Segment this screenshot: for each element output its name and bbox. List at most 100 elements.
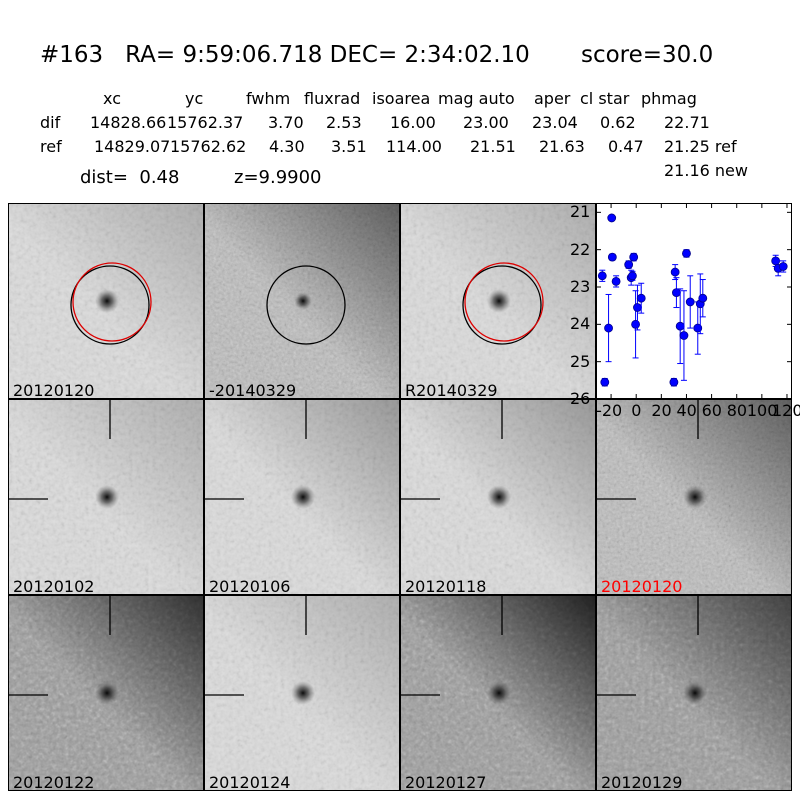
source-blob: [95, 681, 119, 705]
cutout-panel: 20120124: [204, 595, 400, 791]
source-blob: [487, 485, 511, 509]
col-yc: yc: [185, 89, 204, 108]
data-point: [685, 297, 695, 307]
col-cl-star: cl star: [580, 89, 630, 108]
light-curve-svg: [596, 203, 792, 400]
xtick-label: 120: [771, 401, 800, 420]
panel-date-label: 20120129: [601, 773, 683, 791]
panel-date-label: 20120122: [13, 773, 95, 791]
source-blob: [487, 681, 511, 705]
panel-date-label: 20120120: [13, 381, 95, 399]
dif-cl-star: 0.62: [600, 113, 636, 132]
col-xc: xc: [103, 89, 121, 108]
dif-fluxrad: 2.53: [326, 113, 362, 132]
dif-fwhm: 3.70: [268, 113, 304, 132]
xtick-label: -20: [596, 401, 623, 420]
panel-date-label: -20140329: [209, 381, 297, 399]
cutout-panel: 20120127: [400, 595, 596, 791]
ref-mag-auto: 21.51: [470, 137, 516, 156]
aperture-circle: [462, 265, 542, 345]
ytick-label: 24: [570, 314, 591, 334]
source-blob: [683, 681, 707, 705]
data-point: [672, 288, 681, 297]
ref-aper: 21.63: [539, 137, 585, 156]
ref-label: ref: [40, 137, 62, 156]
ref-aperture-circle: [464, 262, 544, 342]
ref-cl-star: 0.47: [608, 137, 644, 156]
dif-phmag: 22.71: [664, 113, 710, 132]
data-point: [600, 377, 610, 387]
data-point: [669, 377, 679, 387]
data-point: [604, 323, 613, 333]
xtick-label: 20: [651, 401, 672, 420]
col-mag-auto: mag auto: [438, 89, 515, 108]
cutout-panel: R20140329: [400, 203, 596, 399]
ytick-label: 22: [570, 239, 591, 259]
dist-value: dist= 0.48: [80, 167, 180, 188]
dif-yc: 15762.37: [167, 113, 244, 132]
data-point: [607, 213, 617, 223]
data-point: [778, 262, 788, 271]
dif-mag-auto: 23.00: [463, 113, 509, 132]
ref-fluxrad: 3.51: [331, 137, 367, 156]
col-fwhm: fwhm: [246, 89, 291, 108]
ref-yc: 15762.62: [170, 137, 247, 156]
cutout-panel: 20120129: [596, 595, 792, 791]
panel-date-label: 20120118: [405, 577, 487, 595]
ref-fwhm: 4.30: [269, 137, 305, 156]
data-point: [633, 303, 642, 312]
panel-date-label: 20120124: [209, 773, 291, 791]
panel-date-label: 20120127: [405, 773, 487, 791]
source-blob: [294, 292, 312, 310]
data-point: [670, 267, 680, 277]
source-blob: [291, 485, 315, 509]
xtick-label: 40: [676, 401, 697, 420]
ref-xc: 14829.07: [94, 137, 171, 156]
xtick-label: 60: [701, 401, 722, 420]
ytick-label: 23: [570, 277, 591, 296]
data-point: [631, 319, 640, 329]
col-aper: aper: [534, 89, 571, 108]
panel-date-label: 20120106: [209, 577, 291, 595]
xtick-label: 80: [726, 401, 748, 420]
light-curve-chart: [596, 203, 792, 400]
col-fluxrad: fluxrad: [304, 89, 361, 108]
data-point: [679, 331, 689, 340]
data-point: [628, 271, 637, 281]
source-blob: [95, 485, 119, 509]
data-point: [597, 271, 607, 281]
cutout-panel: 20120118: [400, 399, 596, 595]
aperture-circle: [266, 265, 346, 345]
dif-isoarea: 16.00: [390, 113, 436, 132]
source-blob: [487, 289, 511, 313]
data-point: [675, 321, 685, 331]
cutout-panel: 20120120: [596, 399, 792, 595]
z-value: z=9.9900: [234, 167, 322, 188]
panel-date-label: R20140329: [405, 381, 498, 399]
xtick-label: 0: [631, 401, 642, 420]
data-point: [698, 293, 708, 303]
source-blob: [95, 289, 119, 313]
dif-aper: 23.04: [532, 113, 578, 132]
ytick-label: 25: [570, 351, 591, 371]
source-blob: [291, 681, 315, 705]
ref-isoarea: 114.00: [386, 137, 442, 156]
cutout-panel: 20120106: [204, 399, 400, 595]
cutout-panel: 20120122: [8, 595, 204, 791]
new-phmag: 21.16 new: [664, 161, 748, 180]
ref-phmag: 21.25 ref: [664, 137, 737, 156]
data-point: [624, 260, 634, 269]
col-phmag: phmag: [641, 89, 697, 108]
dif-label: dif: [40, 113, 61, 132]
panel-date-label: 20120120: [601, 577, 683, 595]
ytick-label: 26: [570, 389, 591, 408]
page-title: #163 RA= 9:59:06.718 DEC= 2:34:02.10 sco…: [40, 42, 714, 68]
data-point: [682, 249, 691, 258]
xtick-label: 100: [746, 401, 778, 420]
col-isoarea: isoarea: [372, 89, 431, 108]
panel-date-label: 20120102: [13, 577, 95, 595]
data-point: [636, 293, 646, 303]
data-point: [611, 277, 621, 286]
data-point: [693, 323, 703, 333]
dif-xc: 14828.66: [90, 113, 167, 132]
